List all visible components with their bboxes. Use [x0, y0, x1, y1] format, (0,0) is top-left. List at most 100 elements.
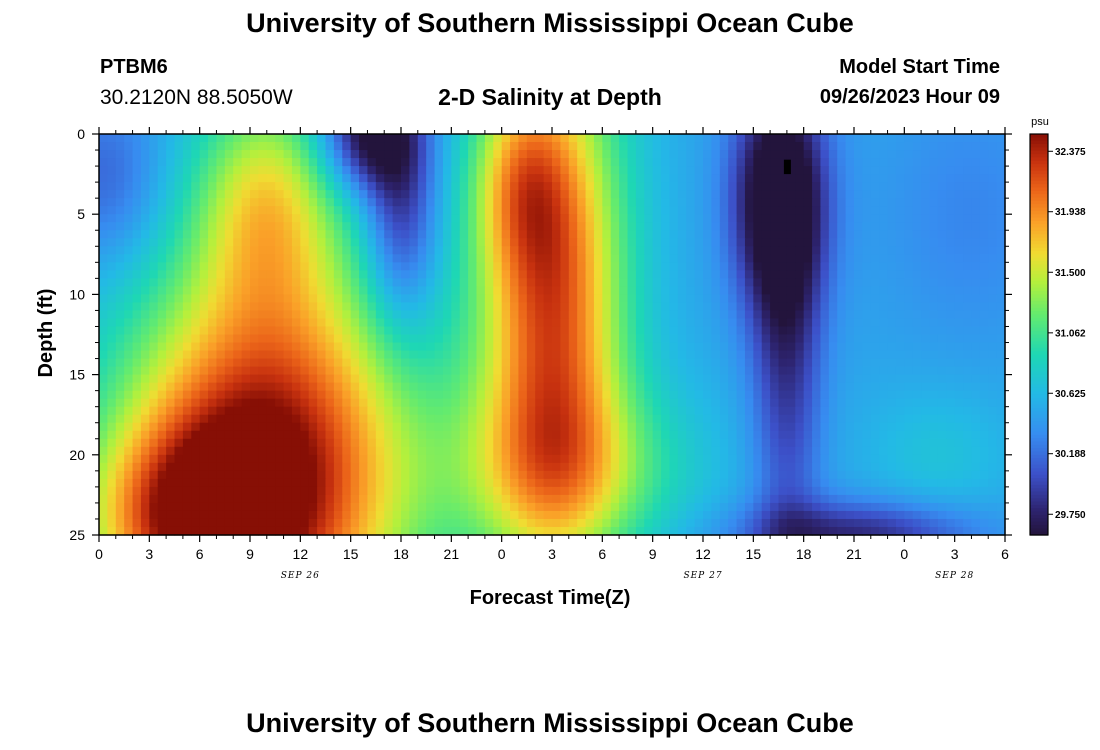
heatmap-cell: [686, 462, 696, 472]
heatmap-cell: [703, 486, 712, 496]
heatmap-cell: [518, 430, 528, 440]
heatmap-cell: [132, 310, 142, 320]
heatmap-cell: [493, 262, 503, 271]
heatmap-cell: [577, 422, 587, 432]
heatmap-cell: [266, 486, 276, 496]
heatmap-cell: [904, 374, 914, 384]
heatmap-cell: [820, 142, 830, 151]
heatmap-cell: [971, 150, 981, 159]
heatmap-cell: [770, 350, 780, 360]
heatmap-cell: [208, 310, 218, 320]
heatmap-cell: [879, 262, 889, 271]
heatmap-cell: [124, 198, 134, 207]
heatmap-cell: [610, 342, 620, 352]
heatmap-cell: [786, 230, 796, 239]
heatmap-cell: [778, 318, 788, 328]
heatmap-cell: [250, 206, 259, 215]
heatmap-cell: [191, 374, 201, 384]
heatmap-cell: [501, 366, 511, 376]
heatmap-cell: [501, 150, 511, 159]
heatmap-cell: [828, 142, 838, 151]
heatmap-cell: [803, 382, 813, 392]
heatmap-cell: [140, 422, 150, 432]
heatmap-cell: [241, 142, 251, 151]
heatmap-cell: [879, 270, 889, 279]
heatmap-cell: [333, 390, 343, 400]
heatmap-cell: [937, 470, 947, 480]
heatmap-cell: [694, 230, 704, 239]
heatmap-cell: [149, 374, 159, 384]
heatmap-cell: [954, 318, 964, 328]
heatmap-cell: [635, 422, 645, 432]
heatmap-cell: [669, 390, 679, 400]
heatmap-cell: [870, 166, 880, 175]
heatmap-cell: [870, 470, 880, 480]
heatmap-cell: [820, 270, 830, 279]
heatmap-cell: [602, 430, 612, 440]
heatmap-cell: [912, 230, 922, 239]
heatmap-cell: [803, 214, 813, 223]
heatmap-cell: [510, 270, 520, 279]
heatmap-cell: [996, 150, 1006, 159]
heatmap-cell: [99, 166, 108, 175]
heatmap-cell: [954, 446, 964, 456]
heatmap-cell: [627, 334, 637, 344]
heatmap-cell: [291, 230, 301, 239]
heatmap-cell: [954, 182, 964, 191]
heatmap-cell: [652, 150, 662, 159]
heatmap-cell: [744, 174, 754, 183]
heatmap-cell: [132, 486, 142, 496]
heatmap-cell: [308, 142, 318, 151]
heatmap-cell: [250, 278, 259, 287]
heatmap-cell: [837, 310, 847, 320]
heatmap-cell: [224, 190, 234, 199]
heatmap-cell: [510, 150, 520, 159]
heatmap-cell: [434, 182, 444, 191]
heatmap-cell: [325, 438, 335, 448]
heatmap-cell: [904, 390, 914, 400]
heatmap-cell: [736, 302, 746, 312]
heatmap-cell: [946, 150, 956, 159]
heatmap-cell: [963, 238, 973, 247]
heatmap-cell: [912, 422, 922, 432]
heatmap-cell: [652, 366, 662, 376]
heatmap-cell: [233, 262, 243, 271]
heatmap-cell: [946, 318, 956, 328]
heatmap-cell: [929, 470, 939, 480]
heatmap-cell: [895, 182, 905, 191]
heatmap-cell: [761, 462, 771, 472]
heatmap-cell: [979, 262, 989, 271]
heatmap-cell: [543, 470, 553, 480]
heatmap-cell: [384, 462, 394, 472]
heatmap-cell: [417, 422, 427, 432]
heatmap-cell: [518, 462, 528, 472]
heatmap-cell: [694, 206, 704, 215]
heatmap-cell: [971, 158, 981, 167]
heatmap-cell: [342, 414, 352, 424]
heatmap-cell: [375, 494, 385, 504]
heatmap-cell: [610, 430, 620, 440]
heatmap-cell: [216, 486, 226, 496]
heatmap-cell: [895, 158, 905, 167]
heatmap-cell: [862, 334, 872, 344]
heatmap-cell: [258, 238, 268, 247]
heatmap-cell: [149, 470, 159, 480]
heatmap-cell: [887, 318, 897, 328]
heatmap-cell: [887, 366, 897, 376]
heatmap-cell: [216, 406, 226, 416]
heatmap-cell: [979, 270, 989, 279]
heatmap-cell: [610, 358, 620, 368]
heatmap-cell: [937, 318, 947, 328]
heatmap-cell: [946, 358, 956, 368]
heatmap-cell: [585, 158, 595, 167]
heatmap-cell: [820, 462, 830, 472]
heatmap-cell: [107, 166, 117, 175]
heatmap-cell: [484, 494, 494, 504]
heatmap-cell: [140, 374, 150, 384]
heatmap-cell: [770, 294, 780, 304]
heatmap-cell: [300, 350, 310, 360]
heatmap-cell: [132, 478, 142, 488]
heatmap-cell: [887, 182, 897, 191]
heatmap-cell: [661, 214, 671, 223]
heatmap-cell: [963, 270, 973, 279]
